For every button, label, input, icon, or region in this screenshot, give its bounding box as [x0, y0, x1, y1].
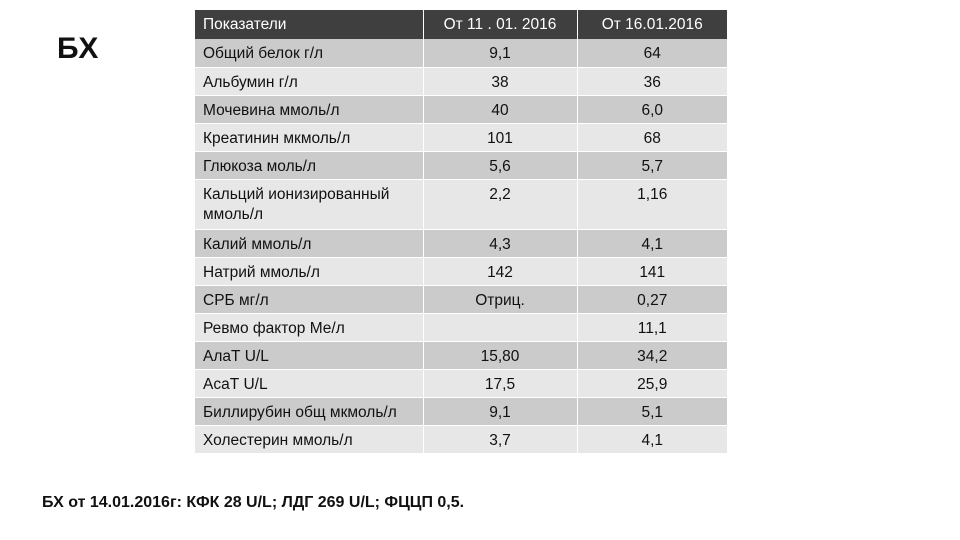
row-value-2: 4,1: [577, 229, 727, 258]
row-name: СРБ мг/л: [195, 285, 424, 314]
row-name: АсаТ U/L: [195, 369, 424, 398]
row-name: Общий белок г/л: [195, 39, 424, 68]
row-value-1: 40: [423, 95, 578, 124]
table-row: Глюкоза моль/л 5,6 5,7: [195, 151, 727, 180]
row-value-1: 17,5: [423, 369, 578, 398]
lab-results-table: Показатели От 11 . 01. 2016 От 16.01.201…: [195, 10, 727, 454]
row-value-2: 0,27: [577, 285, 727, 314]
row-value-1: [423, 313, 578, 342]
row-value-2: 6,0: [577, 95, 727, 124]
table-row: Калий ммоль/л 4,3 4,1: [195, 229, 727, 258]
row-value-1: 3,7: [423, 425, 578, 454]
table-row: Альбумин г/л 38 36: [195, 67, 727, 96]
row-value-2: 34,2: [577, 341, 727, 370]
header-date-2: От 16.01.2016: [577, 10, 727, 39]
row-name: Глюкоза моль/л: [195, 151, 424, 180]
row-name: Калий ммоль/л: [195, 229, 424, 258]
row-value-2: 68: [577, 123, 727, 152]
row-value-2: 11,1: [577, 313, 727, 342]
row-value-1: 4,3: [423, 229, 578, 258]
row-value-1: 2,2: [423, 179, 578, 230]
row-value-1: 9,1: [423, 397, 578, 426]
row-value-1: 38: [423, 67, 578, 96]
table-row: Общий белок г/л 9,1 64: [195, 39, 727, 68]
row-value-2: 5,1: [577, 397, 727, 426]
row-name: Биллирубин общ мкмоль/л: [195, 397, 424, 426]
table-row: АлаТ U/L 15,80 34,2: [195, 341, 727, 370]
slide-title: БХ: [57, 32, 99, 65]
row-name: Холестерин ммоль/л: [195, 425, 424, 454]
row-value-1: 142: [423, 257, 578, 286]
row-value-2: 64: [577, 39, 727, 68]
table-row: Кальций ионизированный ммоль/л 2,2 1,16: [195, 179, 727, 230]
row-value-2: 4,1: [577, 425, 727, 454]
row-name: Альбумин г/л: [195, 67, 424, 96]
row-value-2: 25,9: [577, 369, 727, 398]
row-value-1: 101: [423, 123, 578, 152]
row-name: АлаТ U/L: [195, 341, 424, 370]
row-name: Кальций ионизированный ммоль/л: [195, 179, 424, 230]
row-value-2: 36: [577, 67, 727, 96]
row-name: Натрий ммоль/л: [195, 257, 424, 286]
row-value-1: 15,80: [423, 341, 578, 370]
header-indicators: Показатели: [195, 10, 424, 39]
row-value-2: 141: [577, 257, 727, 286]
footnote: БХ от 14.01.2016г: КФК 28 U/L; ЛДГ 269 U…: [42, 494, 465, 511]
table-row: СРБ мг/л Отриц. 0,27: [195, 285, 727, 314]
table-row: АсаТ U/L 17,5 25,9: [195, 369, 727, 398]
row-value-2: 5,7: [577, 151, 727, 180]
header-date-1: От 11 . 01. 2016: [423, 10, 578, 39]
table-row: Креатинин мкмоль/л 101 68: [195, 123, 727, 152]
row-value-2: 1,16: [577, 179, 727, 230]
table-row: Ревмо фактор Ме/л 11,1: [195, 313, 727, 342]
table-row: Биллирубин общ мкмоль/л 9,1 5,1: [195, 397, 727, 426]
row-name: Мочевина ммоль/л: [195, 95, 424, 124]
table-row: Мочевина ммоль/л 40 6,0: [195, 95, 727, 124]
table-row: Холестерин ммоль/л 3,7 4,1: [195, 425, 727, 454]
row-value-1: Отриц.: [423, 285, 578, 314]
row-value-1: 9,1: [423, 39, 578, 68]
row-value-1: 5,6: [423, 151, 578, 180]
row-name: Креатинин мкмоль/л: [195, 123, 424, 152]
table-header-row: Показатели От 11 . 01. 2016 От 16.01.201…: [195, 10, 727, 39]
row-name: Ревмо фактор Ме/л: [195, 313, 424, 342]
table-row: Натрий ммоль/л 142 141: [195, 257, 727, 286]
